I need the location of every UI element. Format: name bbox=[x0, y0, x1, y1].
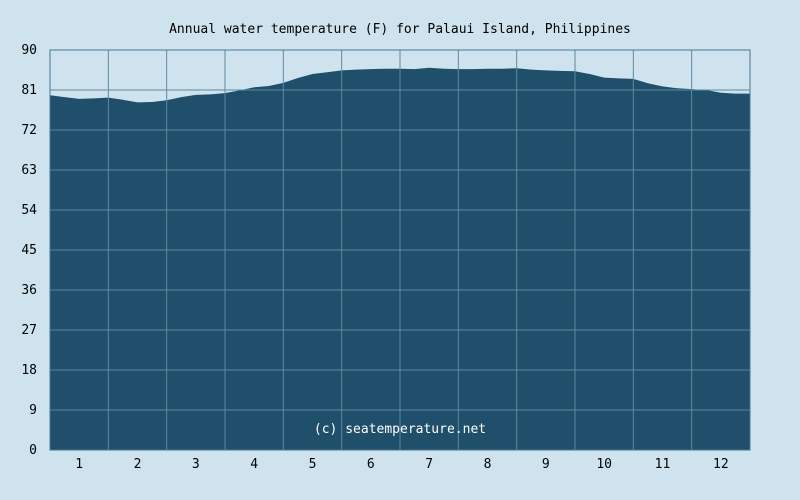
x-tick-label: 8 bbox=[484, 457, 492, 472]
x-tick-label: 10 bbox=[596, 457, 612, 472]
y-tick-label: 0 bbox=[29, 443, 37, 458]
y-tick-label: 9 bbox=[29, 403, 37, 418]
x-tick-label: 12 bbox=[713, 457, 729, 472]
y-tick-label: 72 bbox=[21, 123, 37, 138]
x-tick-label: 1 bbox=[75, 457, 83, 472]
x-tick-label: 11 bbox=[655, 457, 671, 472]
y-tick-label: 27 bbox=[21, 323, 37, 338]
y-tick-label: 81 bbox=[21, 83, 37, 98]
y-tick-label: 63 bbox=[21, 163, 37, 178]
y-tick-label: 54 bbox=[21, 203, 37, 218]
y-tick-label: 36 bbox=[21, 283, 37, 298]
y-tick-label: 18 bbox=[21, 363, 37, 378]
x-tick-label: 6 bbox=[367, 457, 375, 472]
y-tick-label: 90 bbox=[21, 43, 37, 58]
watermark: (c) seatemperature.net bbox=[314, 422, 486, 437]
x-tick-label: 9 bbox=[542, 457, 550, 472]
x-tick-label: 4 bbox=[250, 457, 258, 472]
plot-frame bbox=[49, 49, 751, 451]
x-tick-label: 7 bbox=[425, 457, 433, 472]
y-tick-label: 45 bbox=[21, 243, 37, 258]
chart-title: Annual water temperature (F) for Palaui … bbox=[169, 22, 631, 37]
x-tick-label: 2 bbox=[134, 457, 142, 472]
x-tick-label: 5 bbox=[309, 457, 317, 472]
x-tick-label: 3 bbox=[192, 457, 200, 472]
